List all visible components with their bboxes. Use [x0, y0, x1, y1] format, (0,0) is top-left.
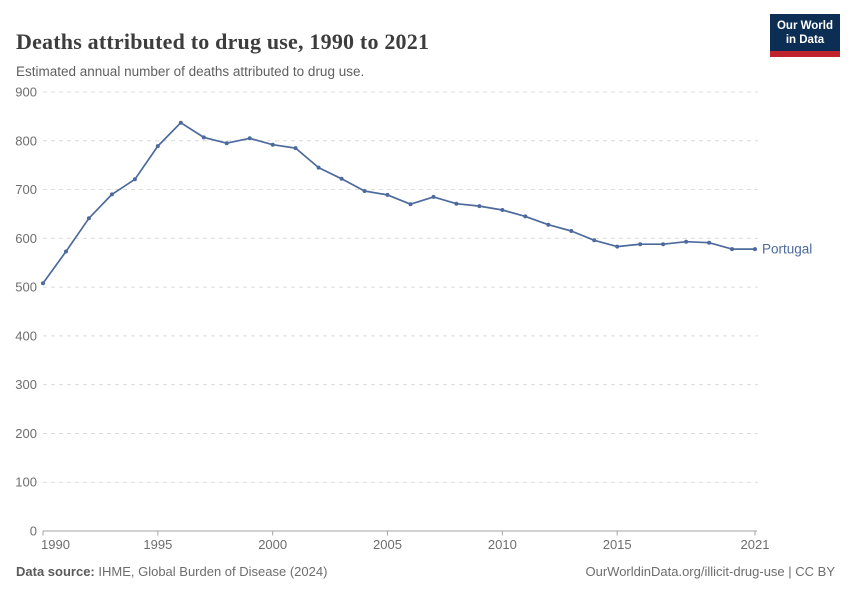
data-point [64, 249, 68, 254]
series-line-portugal [42, 121, 756, 285]
x-tick-label: 2005 [373, 537, 402, 552]
data-point [408, 202, 413, 207]
series-label-portugal[interactable]: Portugal [762, 242, 812, 257]
data-point [132, 177, 137, 182]
chart-subtitle: Estimated annual number of deaths attrib… [16, 63, 365, 79]
y-tick-label: 0 [30, 524, 37, 539]
data-point [615, 244, 620, 249]
owid-logo-line1: Our World [776, 20, 833, 32]
data-point [684, 239, 689, 244]
data-point [41, 281, 45, 286]
data-point [362, 189, 367, 193]
y-tick-label: 500 [15, 280, 37, 295]
data-point [178, 120, 183, 125]
data-point [247, 136, 252, 141]
x-tick-label: 2000 [258, 537, 287, 552]
data-point [638, 242, 643, 247]
owid-logo-line2: in Data [785, 34, 825, 46]
x-tick-label: 1995 [143, 537, 172, 552]
data-point [707, 240, 712, 245]
y-tick-label: 300 [15, 377, 37, 392]
data-point [86, 216, 91, 221]
owid-logo[interactable]: Our World in Data [770, 14, 840, 57]
x-tick-label: 2015 [603, 537, 632, 552]
owid-logo-text: Our World in Data [770, 14, 840, 51]
data-point [454, 201, 459, 206]
y-tick-label: 200 [15, 426, 37, 441]
data-source-text: IHME, Global Burden of Disease (2024) [94, 564, 328, 579]
data-point [546, 222, 551, 227]
data-point [270, 142, 275, 147]
data-point [753, 247, 757, 252]
data-point [477, 204, 482, 209]
data-point [431, 194, 436, 199]
y-tick-label: 800 [15, 133, 37, 148]
data-point [339, 176, 344, 181]
data-point [224, 141, 229, 146]
data-point [201, 135, 206, 140]
y-tick-label: 900 [15, 85, 37, 100]
data-point [730, 247, 734, 252]
data-point [385, 192, 390, 197]
data-point [155, 144, 160, 149]
data-point [592, 238, 597, 243]
data-source-note: Data source: IHME, Global Burden of Dise… [16, 564, 327, 579]
data-source-label: Data source: [16, 564, 95, 579]
y-tick-label: 700 [15, 182, 37, 197]
data-point [661, 242, 666, 247]
data-point [523, 214, 528, 219]
data-point [569, 229, 574, 233]
x-tick-label: 2010 [488, 537, 517, 552]
chart-footer: Data source: IHME, Global Burden of Dise… [16, 564, 835, 579]
data-point [293, 146, 298, 151]
attribution-link[interactable]: OurWorldinData.org/illicit-drug-use | CC… [585, 564, 836, 579]
x-tick-label: 1990 [41, 537, 70, 552]
page-title: Deaths attributed to drug use, 1990 to 2… [16, 28, 430, 54]
data-point [316, 165, 321, 170]
y-tick-label: 400 [15, 328, 37, 343]
y-tick-label: 100 [15, 475, 37, 490]
data-point [109, 192, 114, 197]
x-tick-label: 2021 [741, 537, 770, 552]
owid-logo-accent-bar [770, 51, 840, 57]
data-point [500, 208, 505, 212]
y-tick-label: 600 [15, 231, 37, 246]
